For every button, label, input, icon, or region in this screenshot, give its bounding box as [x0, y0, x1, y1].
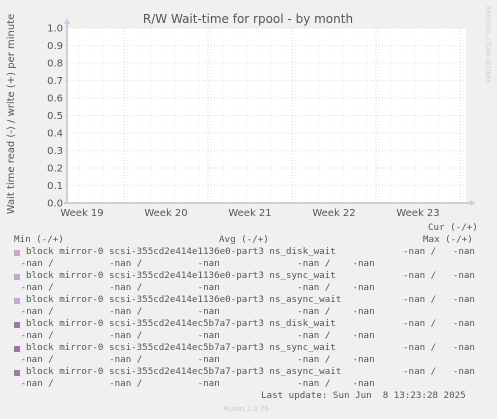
x-tick-label: Week 22 [312, 208, 355, 219]
x-axis-arrow [470, 200, 476, 206]
x-tick-label: Week 19 [60, 208, 103, 219]
y-tick-label: 0.1 [47, 181, 63, 192]
y-tick-label: 0.3 [47, 146, 63, 157]
y-tick-label: 0.6 [47, 94, 63, 105]
y-tick-label: 0.4 [47, 129, 63, 140]
y-tick-label: 0.9 [47, 41, 63, 52]
y-tick-label: 0.5 [47, 111, 63, 122]
y-tick-label: 0.2 [47, 164, 63, 175]
y-tick-label: 0.8 [47, 59, 63, 70]
y-axis-label: Wait time read (-) / write (+) per minut… [6, 14, 17, 215]
x-tick-label: Week 20 [144, 208, 187, 219]
y-tick-label: 0.0 [47, 199, 63, 210]
chart-title: R/W Wait-time for rpool - by month [143, 12, 353, 26]
y-tick-label: 0.7 [47, 76, 63, 87]
x-tick-label: Week 23 [396, 208, 439, 219]
y-tick-label: 1.0 [47, 24, 63, 35]
x-tick-label: Week 21 [228, 208, 271, 219]
y-axis-arrow [64, 18, 70, 24]
rrdtool-side-label: RRDTOOL / TOBI OETIKER [484, 6, 491, 83]
